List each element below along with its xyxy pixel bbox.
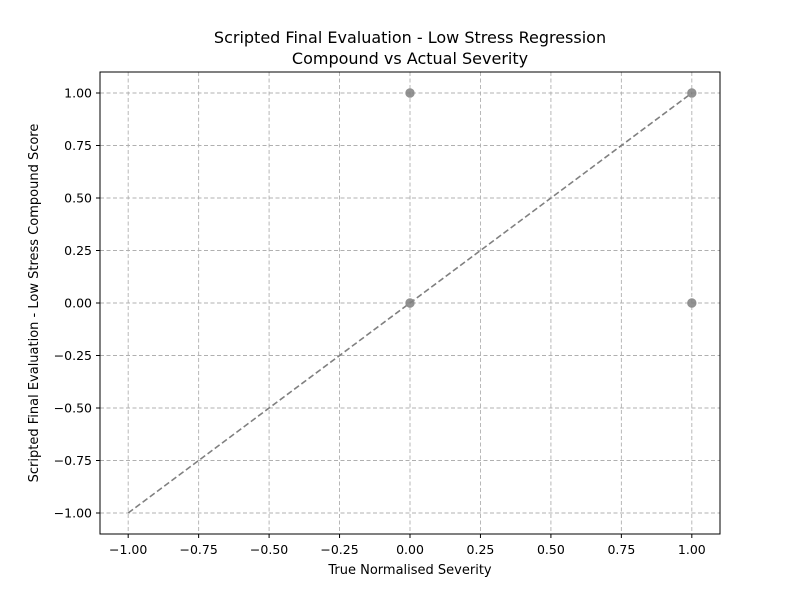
chart-title-line-1: Scripted Final Evaluation - Low Stress R… bbox=[214, 28, 606, 47]
x-tick-label: 0.75 bbox=[607, 542, 635, 557]
y-tick-label: 0.75 bbox=[64, 138, 92, 153]
x-tick-label: −0.50 bbox=[250, 542, 288, 557]
data-points bbox=[405, 88, 697, 308]
y-tick-label: 0.50 bbox=[64, 191, 92, 206]
y-tick-label: −0.25 bbox=[54, 348, 92, 363]
y-tick-label: −0.75 bbox=[54, 453, 92, 468]
y-tick-label: 0.25 bbox=[64, 243, 92, 258]
x-axis-ticks: −1.00 −0.75 −0.50 −0.25 0.00 0.25 0.50 0.75 1.00 bbox=[109, 534, 706, 557]
y-tick-label: 1.00 bbox=[64, 86, 92, 101]
x-axis-label: True Normalised Severity bbox=[327, 563, 492, 578]
y-axis-label: Scripted Final Evaluation - Low Stress C… bbox=[27, 124, 42, 483]
x-tick-label: 0.25 bbox=[467, 542, 495, 557]
data-point bbox=[687, 88, 697, 98]
y-axis-ticks: 1.00 0.75 0.50 0.25 0.00 −0.25 −0.50 −0.75 −1.00 bbox=[54, 86, 100, 521]
x-tick-label: −0.25 bbox=[320, 542, 358, 557]
x-tick-label: −0.75 bbox=[179, 542, 217, 557]
data-point bbox=[687, 298, 697, 308]
x-tick-label: −1.00 bbox=[109, 542, 147, 557]
data-point bbox=[405, 298, 415, 308]
x-tick-label: 0.00 bbox=[396, 542, 424, 557]
x-tick-label: 1.00 bbox=[678, 542, 706, 557]
chart-title-line-2: Compound vs Actual Severity bbox=[292, 49, 528, 68]
x-tick-label: 0.50 bbox=[537, 542, 565, 557]
y-tick-label: −1.00 bbox=[54, 506, 92, 521]
y-tick-label: 0.00 bbox=[64, 296, 92, 311]
data-point bbox=[405, 88, 415, 98]
y-tick-label: −0.50 bbox=[54, 401, 92, 416]
